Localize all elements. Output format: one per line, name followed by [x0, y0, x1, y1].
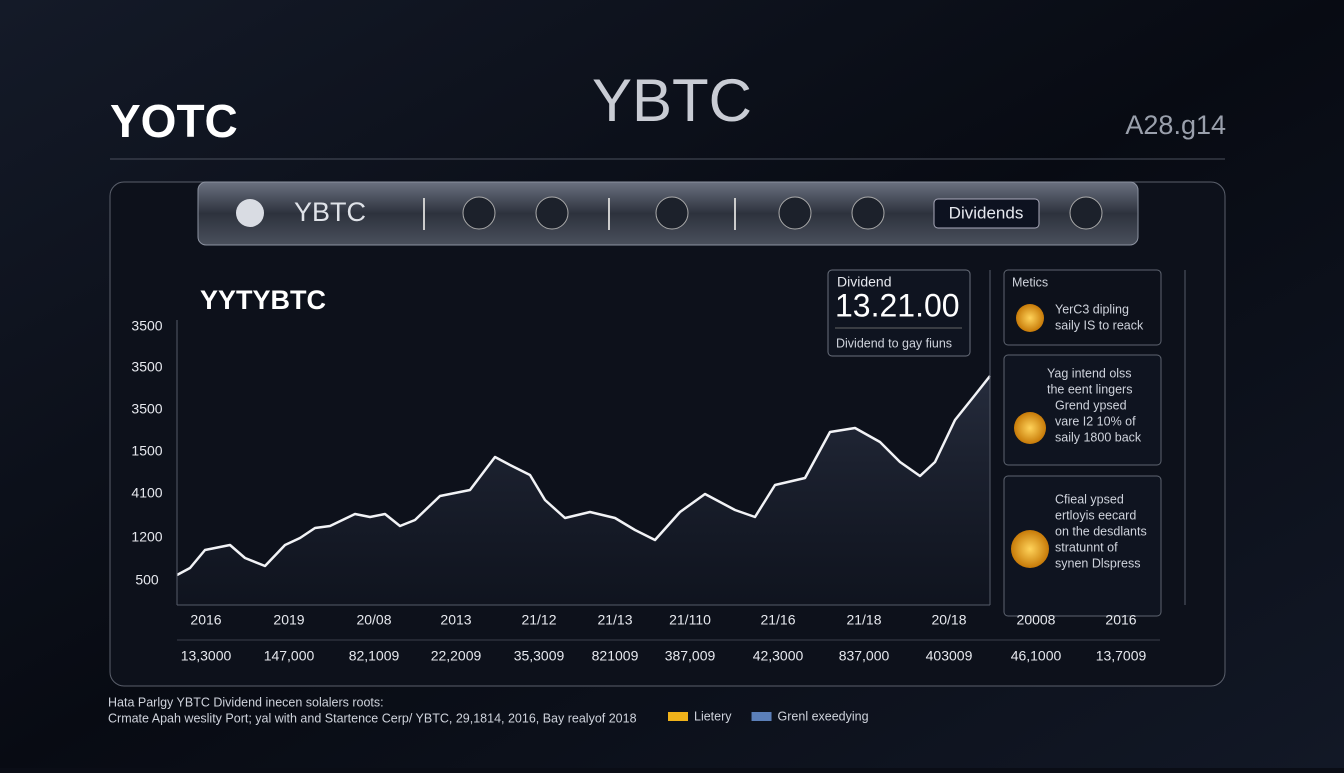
- metric-text: the eent lingers: [1047, 382, 1132, 396]
- y-label: 4100: [131, 485, 162, 501]
- metric-card: [1003, 269, 1162, 346]
- x-label: 21/13: [597, 612, 632, 628]
- metric-text: saily IS to reack: [1055, 318, 1144, 332]
- dividend-card: [827, 269, 971, 357]
- metric-text: on the desdlants: [1055, 524, 1147, 538]
- metric-text: ertloyis eecard: [1055, 508, 1136, 522]
- x-label: 21/110: [669, 612, 711, 628]
- x-label: 2016: [1105, 612, 1136, 628]
- legend-swatch: [751, 712, 772, 721]
- dividend-value: 13.21.00: [835, 287, 960, 323]
- header-center: YBTC: [592, 67, 752, 134]
- bars-icon[interactable]: [462, 196, 496, 230]
- x-value: 387,009: [665, 648, 716, 664]
- toolbar-label: YBTC: [294, 197, 366, 227]
- x-value: 82,1009: [349, 648, 400, 664]
- dividend-label: Dividend: [837, 274, 891, 290]
- x-label: 20008: [1017, 612, 1056, 628]
- legend-label: Grenl exeedying: [778, 709, 869, 723]
- coin-icon: [1014, 412, 1046, 444]
- legend-swatch: [668, 712, 688, 721]
- header-right: A28.g14: [1125, 110, 1226, 140]
- metric-text: Grend ypsed: [1055, 398, 1127, 412]
- footer-line: Crmate Apah weslity Port; yal with and S…: [108, 711, 637, 725]
- grid-icon[interactable]: [236, 199, 264, 227]
- footer-line: Hata Parlgy YBTC Dividend inecen solaler…: [108, 695, 384, 709]
- y-label: 1200: [131, 529, 162, 545]
- legend-label: Lietery: [694, 709, 732, 723]
- metric-text: synen Dlspress: [1055, 556, 1140, 570]
- metric-text: Yag intend olss: [1047, 366, 1132, 380]
- coin-icon: [1011, 530, 1049, 568]
- chart-icon[interactable]: [535, 196, 569, 230]
- metric-card: [1003, 354, 1162, 466]
- dividends-button[interactable]: [933, 198, 1040, 229]
- x-label: 20/08: [356, 612, 391, 628]
- y-label: 3500: [131, 318, 162, 334]
- y-label: 1500: [131, 443, 162, 459]
- x-label: 21/18: [846, 612, 881, 628]
- x-value: 147,000: [264, 648, 315, 664]
- y-label: 3500: [131, 401, 162, 417]
- x-value: 403009: [926, 648, 973, 664]
- x-value: 22,2009: [431, 648, 482, 664]
- x-label: 2019: [273, 612, 304, 628]
- x-value: 35,3009: [514, 648, 565, 664]
- y-label: 3500: [131, 359, 162, 375]
- header-left: YOTC: [110, 95, 238, 147]
- price-line: [176, 375, 991, 577]
- x-value: 13,7009: [1096, 648, 1147, 664]
- price-area: [177, 376, 990, 605]
- metric-text: stratunnt of: [1055, 540, 1118, 554]
- x-label: 2013: [440, 612, 471, 628]
- user-icon[interactable]: [655, 196, 689, 230]
- doc-icon[interactable]: [778, 196, 812, 230]
- chart-title: YYTYBTC: [200, 285, 326, 315]
- x-value: 837,000: [839, 648, 890, 664]
- metric-text: saily 1800 back: [1055, 430, 1142, 444]
- check-icon[interactable]: [851, 196, 885, 230]
- metric-text: vare I2 10% of: [1055, 414, 1136, 428]
- x-value: 46,1000: [1011, 648, 1062, 664]
- x-value: 42,3000: [753, 648, 804, 664]
- dividends-button-label[interactable]: Dividends: [949, 203, 1024, 222]
- metrics-title: Metics: [1012, 275, 1048, 289]
- x-value: 821009: [592, 648, 639, 664]
- edit-icon[interactable]: [1069, 196, 1103, 230]
- x-label: 20/18: [931, 612, 966, 628]
- metric-text: Cfieal ypsed: [1055, 492, 1124, 506]
- metric-card: [1003, 475, 1162, 617]
- coin-icon: [1016, 304, 1044, 332]
- metric-text: YerC3 dipling: [1055, 302, 1129, 316]
- x-value: 13,3000: [181, 648, 232, 664]
- dividend-caption: Dividend to gay fiuns: [836, 336, 952, 350]
- x-label: 2016: [190, 612, 221, 628]
- x-label: 21/16: [760, 612, 795, 628]
- y-label: 500: [135, 572, 159, 588]
- x-label: 21/12: [521, 612, 556, 628]
